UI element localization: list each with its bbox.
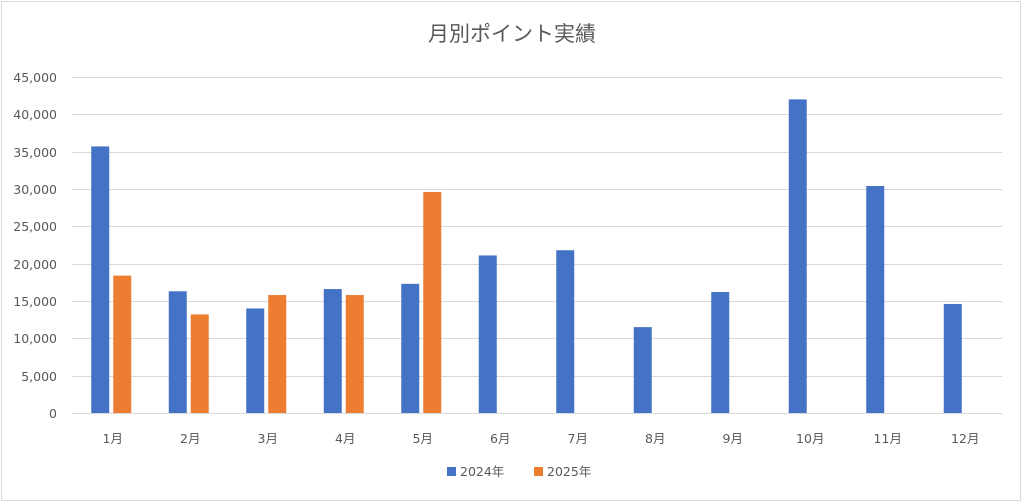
y-tick-label: 5,000: [21, 369, 57, 384]
y-tick-label: 0: [49, 406, 57, 421]
bar-series-2-1: [113, 275, 132, 413]
y-tick-label: 15,000: [13, 294, 57, 309]
x-tick-label: 6月: [490, 431, 510, 446]
gridlines: [72, 77, 1002, 414]
y-tick-label: 40,000: [13, 107, 57, 122]
x-tick-label: 2月: [180, 431, 200, 446]
bar-series-1-11: [866, 186, 885, 413]
bar-series-1-4: [323, 289, 342, 413]
y-tick-label: 45,000: [13, 70, 57, 85]
x-tick-label: 8月: [645, 431, 665, 446]
x-tick-label: 11月: [874, 431, 902, 446]
legend-label-series-2: 2025年: [547, 464, 591, 479]
x-tick-label: 10月: [796, 431, 824, 446]
bar-series-2-5: [423, 191, 442, 413]
bar-series-1-10: [788, 99, 807, 414]
bar-series-1-5: [401, 283, 420, 413]
y-tick-label: 25,000: [13, 219, 57, 234]
bar-series-1-9: [711, 292, 730, 413]
legend-swatch-series-2: [534, 467, 543, 476]
bar-series-2-3: [268, 295, 287, 413]
x-tick-label: 9月: [723, 431, 743, 446]
x-axis-ticks: 1月 2月 3月 4月 5月 6月 7月 8月 9月 10月 11月 12月: [103, 431, 980, 446]
bar-series-1-6: [478, 255, 497, 413]
bar-series-1-8: [633, 327, 652, 413]
bars: [91, 99, 962, 414]
x-tick-label: 3月: [258, 431, 278, 446]
x-tick-label: 1月: [103, 431, 123, 446]
x-tick-label: 5月: [413, 431, 433, 446]
chart-title: 月別ポイント実績: [428, 22, 596, 46]
y-axis-ticks: 0 5,000 10,000 15,000 20,000 25,000 30,000 35,0…: [13, 70, 57, 421]
x-tick-label: 7月: [568, 431, 588, 446]
x-tick-label: 12月: [951, 431, 979, 446]
bar-series-1-3: [246, 308, 265, 413]
y-tick-label: 10,000: [13, 331, 57, 346]
bar-series-2-4: [345, 295, 364, 413]
legend-swatch-series-1: [447, 467, 456, 476]
bar-series-1-7: [556, 250, 575, 413]
y-tick-label: 35,000: [13, 145, 57, 160]
legend-label-series-1: 2024年: [460, 464, 504, 479]
x-tick-label: 4月: [335, 431, 355, 446]
y-tick-label: 20,000: [13, 257, 57, 272]
legend: 2024年 2025年: [447, 464, 591, 479]
y-tick-label: 30,000: [13, 182, 57, 197]
bar-series-1-12: [943, 303, 962, 413]
bar-series-1-2: [168, 291, 187, 413]
bar-series-1-1: [91, 146, 110, 413]
bar-series-2-2: [190, 314, 209, 413]
